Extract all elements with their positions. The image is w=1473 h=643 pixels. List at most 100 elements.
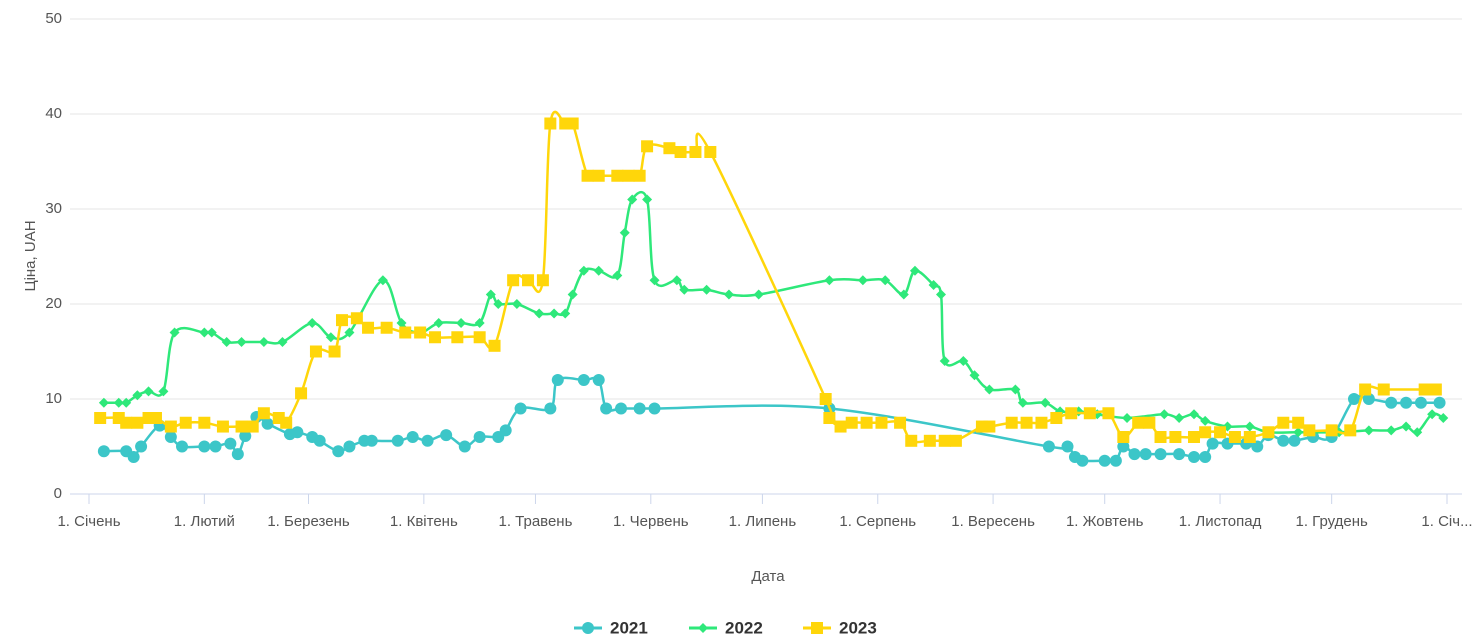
- point: [592, 169, 605, 182]
- x-tick-label: 1. Жовтень: [1066, 513, 1144, 530]
- point: [94, 412, 107, 424]
- point: [1344, 424, 1357, 437]
- point: [1199, 426, 1212, 439]
- point: [936, 289, 947, 300]
- point: [1363, 425, 1374, 436]
- point: [257, 407, 270, 420]
- point: [1251, 440, 1264, 453]
- point: [507, 274, 520, 287]
- point: [627, 194, 638, 205]
- x-tick-label: 1. Травень: [498, 513, 572, 530]
- x-tick-label: 1. Січ...: [1421, 513, 1472, 530]
- point: [704, 146, 717, 158]
- x-tick-label: 1. Грудень: [1295, 513, 1368, 530]
- point: [1065, 407, 1078, 420]
- point: [578, 265, 589, 276]
- legend-marker: [698, 623, 708, 633]
- point: [619, 227, 630, 238]
- point: [1154, 431, 1167, 443]
- point: [277, 337, 288, 347]
- x-tick-label: 1. Листопад: [1179, 513, 1262, 530]
- y-tick-label: 10: [45, 390, 62, 407]
- point: [857, 275, 868, 286]
- point: [421, 434, 434, 447]
- point: [875, 416, 888, 429]
- point: [894, 416, 907, 429]
- point: [343, 440, 356, 453]
- point: [429, 331, 442, 344]
- point: [560, 308, 571, 319]
- point: [819, 393, 832, 405]
- point: [641, 140, 654, 153]
- point: [261, 417, 274, 430]
- point: [458, 440, 471, 453]
- point: [1438, 413, 1449, 423]
- point: [1117, 431, 1130, 443]
- point: [923, 434, 936, 447]
- point: [399, 326, 412, 339]
- point: [1042, 440, 1055, 453]
- point: [1412, 427, 1423, 438]
- point: [544, 117, 557, 130]
- point: [132, 390, 143, 401]
- point: [135, 440, 148, 453]
- point: [1098, 454, 1111, 467]
- point: [1385, 396, 1398, 409]
- point: [823, 412, 836, 424]
- point: [939, 356, 950, 366]
- point: [365, 434, 378, 447]
- point: [1277, 416, 1290, 429]
- point: [332, 445, 345, 458]
- point: [350, 312, 363, 325]
- point: [674, 146, 687, 158]
- point: [131, 416, 144, 429]
- x-tick-label: 1. Березень: [267, 513, 350, 530]
- point: [1010, 384, 1021, 395]
- point: [1359, 383, 1372, 396]
- point: [216, 420, 229, 433]
- point: [612, 270, 623, 281]
- point: [969, 370, 980, 381]
- point: [1386, 425, 1397, 436]
- point: [511, 299, 522, 309]
- point: [577, 374, 590, 386]
- point: [663, 142, 676, 155]
- point: [1200, 415, 1211, 426]
- point: [1109, 454, 1122, 467]
- point: [514, 402, 527, 415]
- point: [1362, 393, 1375, 405]
- x-tick-label: 1. Січень: [57, 513, 120, 530]
- point: [1292, 416, 1305, 429]
- point: [551, 374, 564, 386]
- y-tick-label: 50: [45, 10, 62, 27]
- point: [1288, 434, 1301, 447]
- point: [860, 416, 873, 429]
- point: [164, 420, 177, 433]
- point: [1433, 396, 1446, 409]
- point: [280, 416, 293, 429]
- point: [456, 318, 467, 328]
- point: [1169, 431, 1182, 443]
- point: [143, 386, 154, 397]
- point: [328, 345, 341, 358]
- point: [1050, 412, 1063, 424]
- point: [335, 314, 348, 327]
- point: [198, 416, 211, 429]
- point: [158, 386, 169, 397]
- point: [1206, 437, 1219, 450]
- point: [753, 289, 764, 300]
- point: [206, 327, 217, 338]
- point: [581, 169, 594, 182]
- point: [113, 397, 124, 408]
- point: [414, 326, 427, 339]
- point: [377, 275, 388, 286]
- point: [1429, 383, 1442, 396]
- point: [633, 402, 646, 415]
- point: [224, 437, 237, 450]
- point: [1228, 431, 1241, 443]
- point: [1401, 421, 1412, 432]
- point: [622, 169, 635, 182]
- point: [834, 420, 847, 433]
- point: [313, 434, 326, 447]
- point: [1083, 407, 1096, 420]
